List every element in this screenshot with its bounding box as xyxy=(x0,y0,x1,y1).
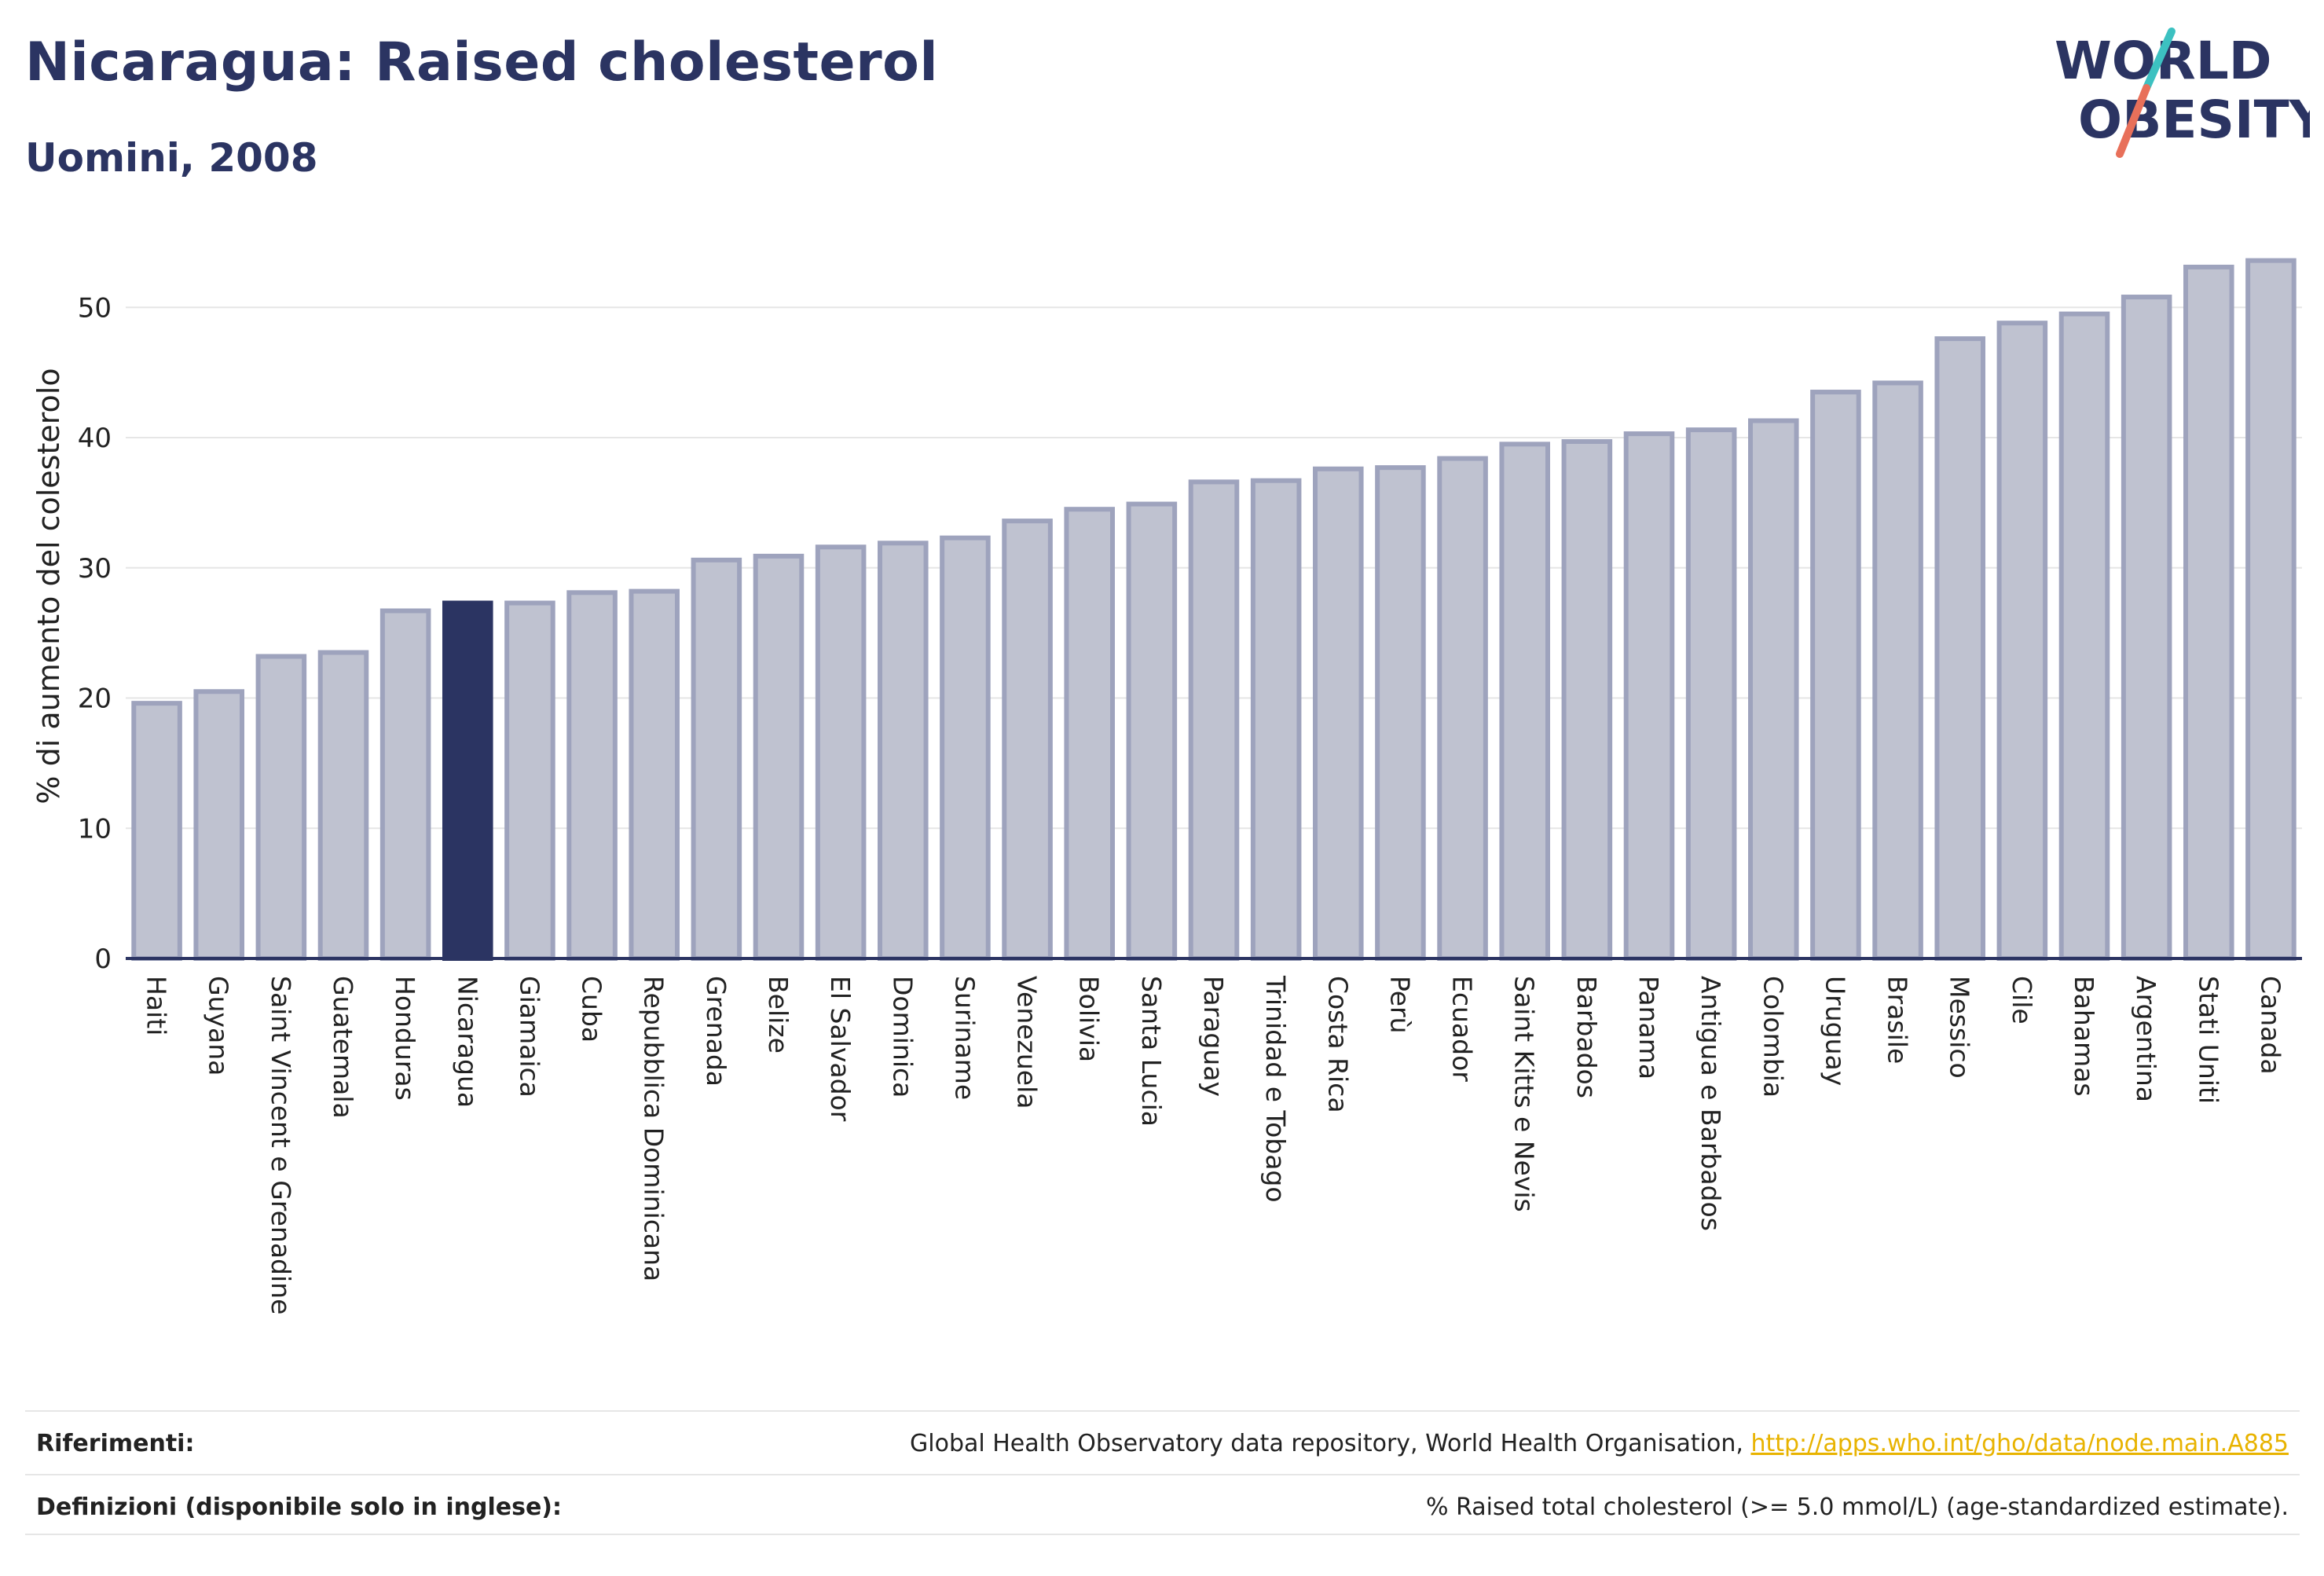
bar xyxy=(1375,465,1426,961)
x-tick-label: Bahamas xyxy=(2069,976,2099,1097)
x-tick-label: Suriname xyxy=(949,976,980,1100)
bar xyxy=(1561,439,1613,961)
x-tick-label: El Salvador xyxy=(825,976,856,1122)
bar xyxy=(1872,380,1923,962)
bar xyxy=(1002,519,1053,961)
x-tick-labels: Haiti Guyana Saint Vincent e Grenadine Guat… xyxy=(141,975,2286,1314)
references-label: Riferimenti: xyxy=(36,1429,195,1457)
y-tick-label: 50 xyxy=(78,292,112,324)
x-tick-label: Bolivia xyxy=(1074,976,1105,1062)
bar xyxy=(1250,478,1302,961)
y-tick-label: 20 xyxy=(78,684,112,715)
x-tick-label: Barbados xyxy=(1571,976,1602,1098)
bar xyxy=(1996,321,2048,961)
bar xyxy=(1313,466,1364,961)
bar xyxy=(629,588,680,961)
x-tick-label: Canada xyxy=(2255,976,2286,1075)
bar xyxy=(2121,295,2172,961)
x-tick-label: Haiti xyxy=(141,976,172,1035)
bar xyxy=(1748,418,1799,961)
bar xyxy=(317,650,369,962)
definitions-label: Definizioni (disponibile solo in inglese… xyxy=(36,1493,562,1521)
bar xyxy=(566,590,618,961)
bar xyxy=(1810,390,1861,961)
bars xyxy=(131,258,2297,962)
logo-slash-coral xyxy=(2116,84,2150,158)
x-tick-label: Cuba xyxy=(577,976,607,1043)
bar xyxy=(691,557,742,961)
x-tick-label: Trinidad e Tobago xyxy=(1260,975,1291,1203)
bar xyxy=(1126,501,1178,961)
y-tick-label: 0 xyxy=(94,944,112,975)
footer-divider xyxy=(25,1534,2300,1535)
chart-title: Nicaragua: Raised cholesterol xyxy=(25,31,939,93)
x-tick-label: Guyana xyxy=(203,976,234,1076)
definitions-row: Definizioni (disponibile solo in inglese… xyxy=(25,1474,2300,1538)
bar xyxy=(940,535,991,961)
x-tick-label: Argentina xyxy=(2131,976,2161,1102)
bar xyxy=(2058,311,2110,962)
x-tick-label: Uruguay xyxy=(1820,976,1850,1086)
x-tick-label: Nicaragua xyxy=(452,976,482,1108)
bar xyxy=(1437,456,1488,961)
chart-subtitle: Uomini, 2008 xyxy=(25,135,318,181)
x-tick-label: Messico xyxy=(1945,976,1975,1079)
x-tick-label: Costa Rica xyxy=(1322,976,1353,1113)
bar-chart: 0 10 20 30 40 50 Haiti Guyana Saint Vincent e G… xyxy=(31,258,2302,1314)
y-tick-label: 40 xyxy=(78,423,112,454)
x-tick-label: Grenada xyxy=(701,976,731,1087)
bar xyxy=(2183,264,2234,961)
x-tick-label: Panama xyxy=(1633,976,1664,1079)
bar xyxy=(878,541,929,961)
x-tick-label: Dominica xyxy=(887,976,918,1098)
world-obesity-logo: WORLD OBESITY xyxy=(2055,27,2310,158)
x-tick-label: Belize xyxy=(763,976,794,1054)
bar-highlight xyxy=(442,600,493,961)
x-tick-label: Saint Kitts e Nevis xyxy=(1509,976,1540,1212)
y-tick-label: 30 xyxy=(78,553,112,585)
bar xyxy=(1685,427,1737,961)
x-tick-label: Santa Lucia xyxy=(1136,976,1167,1127)
x-tick-label: Colombia xyxy=(1758,976,1788,1098)
x-tick-label: Antigua e Barbados xyxy=(1695,976,1726,1231)
x-tick-label: Guatemala xyxy=(328,976,358,1119)
bar xyxy=(1499,442,1550,961)
x-tick-label: Honduras xyxy=(390,976,420,1101)
y-tick-label: 10 xyxy=(78,813,112,845)
y-tick-labels: 0 10 20 30 40 50 xyxy=(78,292,112,975)
x-tick-label: Perù xyxy=(1384,976,1415,1034)
bar xyxy=(1188,479,1240,961)
references-link[interactable]: http://apps.who.int/gho/data/node.main.A… xyxy=(1750,1429,2289,1457)
logo-slash-teal xyxy=(2143,27,2176,92)
bar xyxy=(379,608,431,961)
x-tick-label: Venezuela xyxy=(1012,976,1043,1109)
definitions-value: % Raised total cholesterol (>= 5.0 mmol/… xyxy=(1426,1493,2289,1521)
bar xyxy=(753,553,805,961)
bar xyxy=(815,544,867,961)
x-tick-label: Stati Uniti xyxy=(2193,976,2223,1104)
bar xyxy=(1623,431,1675,961)
x-tick-label: Ecuador xyxy=(1447,976,1478,1082)
bar xyxy=(255,654,307,962)
references-row: Riferimenti: Global Health Observatory d… xyxy=(25,1410,2300,1475)
x-tick-label: Cile xyxy=(2007,976,2037,1024)
bar xyxy=(504,600,555,961)
x-tick-label: Giamaica xyxy=(514,976,544,1098)
bar xyxy=(193,689,244,962)
x-tick-label: Saint Vincent e Grenadine xyxy=(266,976,296,1314)
bar xyxy=(131,701,182,961)
x-tick-label: Repubblica Dominicana xyxy=(639,976,669,1281)
bar xyxy=(1934,336,1985,961)
x-tick-label: Brasile xyxy=(1882,976,1913,1064)
x-tick-label: Paraguay xyxy=(1198,976,1229,1097)
bar xyxy=(2245,258,2297,961)
references-text: Global Health Observatory data repositor… xyxy=(910,1429,1751,1457)
y-axis-label: % di aumento del colesterolo xyxy=(31,368,66,804)
references-value: Global Health Observatory data repositor… xyxy=(910,1430,2300,1457)
logo-line2: OBESITY xyxy=(2078,90,2310,150)
bar xyxy=(1064,507,1115,961)
